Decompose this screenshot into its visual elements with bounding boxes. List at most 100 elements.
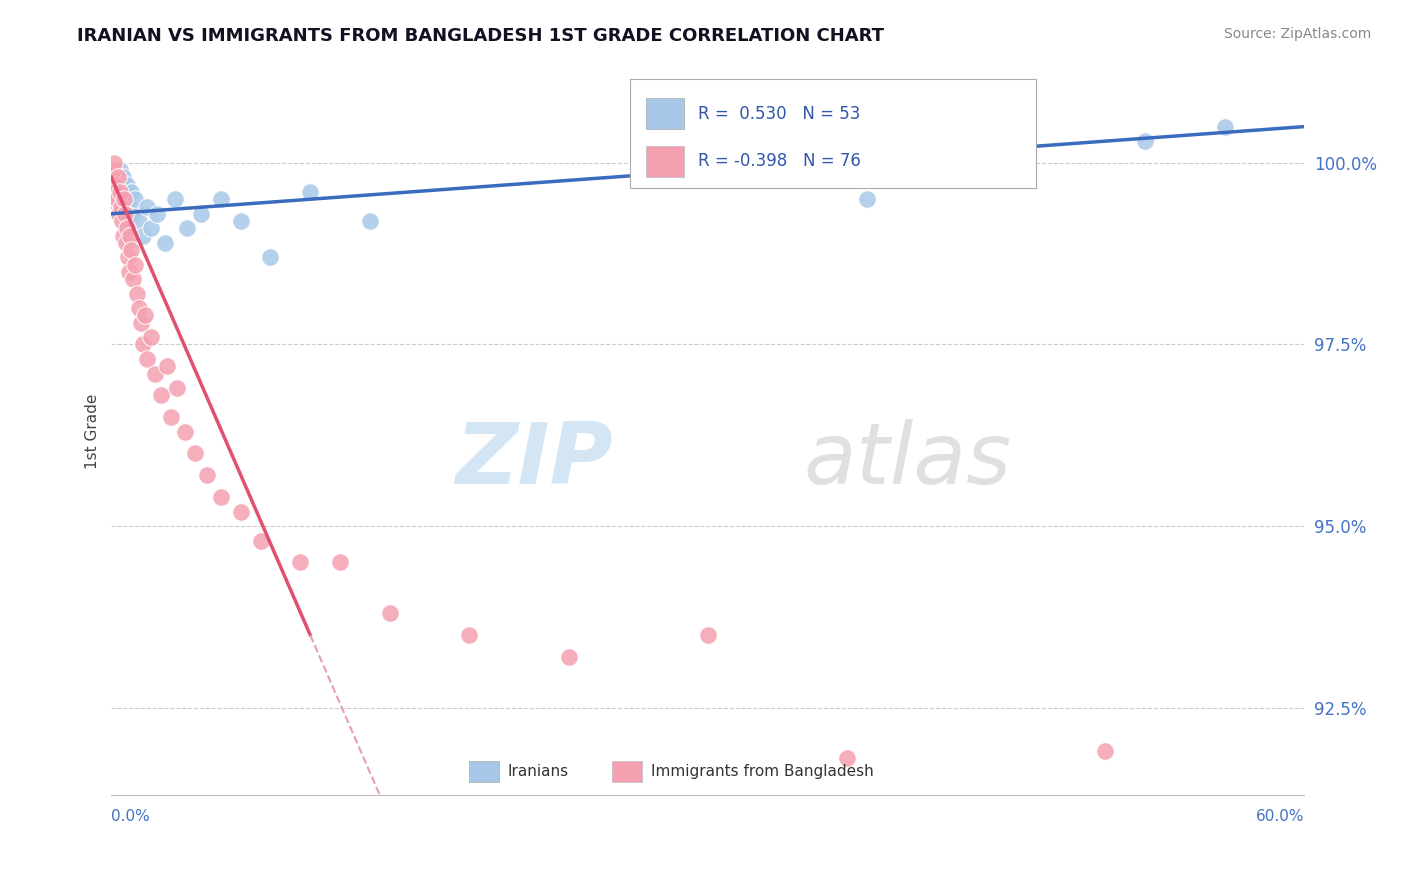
Point — [146, 207, 169, 221]
Point — [110, 185, 132, 199]
Point — [134, 309, 156, 323]
Point — [105, 185, 128, 199]
Text: Iranians: Iranians — [508, 764, 568, 779]
Point — [143, 367, 166, 381]
Point — [128, 214, 150, 228]
Text: 60.0%: 60.0% — [1256, 809, 1305, 824]
Point — [359, 214, 381, 228]
Point — [108, 207, 131, 221]
Point — [120, 228, 142, 243]
Point — [166, 381, 188, 395]
Point — [259, 250, 281, 264]
Point — [129, 316, 152, 330]
Point — [105, 192, 128, 206]
Bar — [613, 761, 643, 782]
Point — [141, 330, 163, 344]
Point — [249, 533, 271, 548]
Point — [112, 192, 135, 206]
Point — [184, 446, 207, 460]
Point — [995, 156, 1018, 170]
Point — [132, 228, 155, 243]
Point — [229, 214, 252, 228]
Point — [127, 286, 149, 301]
Point — [557, 649, 579, 664]
Point — [299, 185, 322, 199]
Point — [112, 170, 135, 185]
Point — [160, 410, 183, 425]
Point — [101, 170, 124, 185]
Point — [209, 490, 232, 504]
Point — [107, 178, 129, 192]
Point — [209, 192, 232, 206]
Point — [104, 178, 127, 192]
Point — [108, 207, 131, 221]
FancyBboxPatch shape — [630, 79, 1036, 188]
Point — [190, 207, 212, 221]
Point — [114, 207, 136, 221]
Point — [117, 178, 139, 192]
Point — [107, 170, 129, 185]
Point — [120, 243, 142, 257]
Point — [696, 628, 718, 642]
Point — [122, 207, 145, 221]
Point — [378, 606, 401, 620]
Point — [856, 192, 879, 206]
Point — [329, 555, 352, 569]
Point — [114, 214, 136, 228]
Point — [128, 301, 150, 315]
Text: R =  0.530   N = 53: R = 0.530 N = 53 — [699, 104, 860, 122]
Point — [122, 272, 145, 286]
Point — [153, 235, 176, 250]
Point — [117, 221, 139, 235]
Point — [1094, 744, 1116, 758]
Point — [111, 200, 134, 214]
Text: IRANIAN VS IMMIGRANTS FROM BANGLADESH 1ST GRADE CORRELATION CHART: IRANIAN VS IMMIGRANTS FROM BANGLADESH 1S… — [77, 27, 884, 45]
Point — [835, 751, 858, 765]
Point — [150, 388, 173, 402]
Point — [229, 504, 252, 518]
Point — [110, 200, 132, 214]
Bar — [470, 761, 499, 782]
Text: ZIP: ZIP — [454, 419, 613, 502]
Y-axis label: 1st Grade: 1st Grade — [86, 394, 100, 469]
Point — [696, 170, 718, 185]
Point — [136, 351, 159, 366]
Point — [105, 170, 128, 185]
Point — [118, 200, 141, 214]
Point — [110, 163, 132, 178]
Point — [112, 192, 135, 206]
Point — [103, 200, 125, 214]
Point — [124, 258, 146, 272]
Bar — [645, 146, 683, 177]
Point — [118, 265, 141, 279]
Text: 0.0%: 0.0% — [111, 809, 150, 824]
Point — [105, 192, 128, 206]
Point — [120, 185, 142, 199]
Text: Immigrants from Bangladesh: Immigrants from Bangladesh — [651, 764, 873, 779]
Point — [458, 628, 481, 642]
Point — [156, 359, 179, 374]
Bar — [645, 98, 683, 128]
Point — [115, 235, 138, 250]
Point — [176, 221, 198, 235]
Point — [136, 200, 159, 214]
Point — [111, 214, 134, 228]
Point — [174, 425, 197, 439]
Point — [104, 185, 127, 199]
Point — [195, 468, 218, 483]
Point — [163, 192, 186, 206]
Text: R = -0.398   N = 76: R = -0.398 N = 76 — [699, 153, 860, 170]
Point — [110, 185, 132, 199]
Point — [1213, 120, 1236, 134]
Point — [112, 228, 135, 243]
Point — [103, 163, 125, 178]
Point — [141, 221, 163, 235]
Point — [103, 156, 125, 170]
Point — [290, 555, 312, 569]
Point — [1133, 134, 1156, 148]
Text: Source: ZipAtlas.com: Source: ZipAtlas.com — [1223, 27, 1371, 41]
Point — [124, 192, 146, 206]
Point — [132, 337, 155, 351]
Text: atlas: atlas — [803, 419, 1011, 502]
Point — [117, 250, 139, 264]
